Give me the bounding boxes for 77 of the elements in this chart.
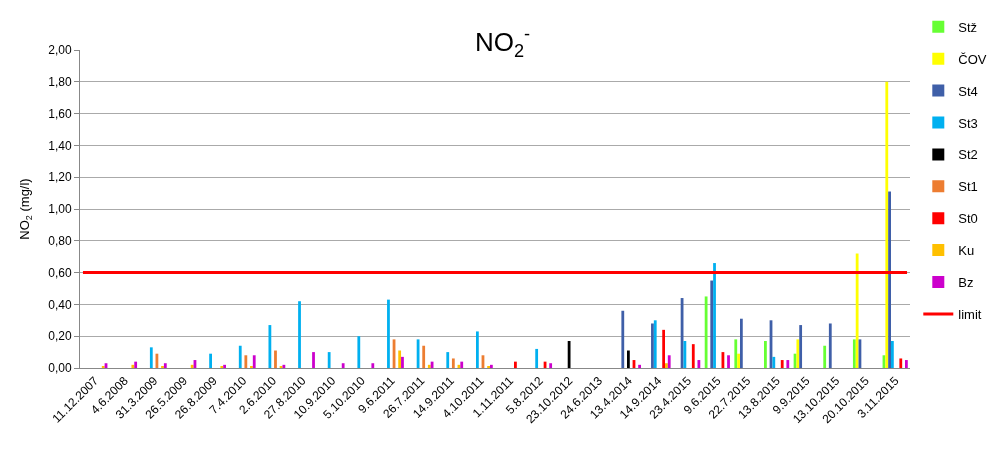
- bar: [665, 363, 668, 368]
- y-tick-label: 0,60: [48, 265, 72, 280]
- bar: [796, 339, 800, 368]
- bar: [727, 355, 730, 368]
- bar: [904, 360, 908, 368]
- bar: [697, 360, 701, 368]
- bar: [734, 339, 738, 368]
- bar: [252, 355, 256, 368]
- bar: [888, 191, 891, 368]
- y-tick-label: 0,00: [48, 361, 72, 376]
- bar: [387, 299, 390, 368]
- bar: [739, 318, 743, 368]
- bar: [899, 358, 903, 368]
- bar: [312, 352, 315, 368]
- y-tick-label: 1,20: [48, 170, 72, 185]
- bar: [667, 355, 671, 368]
- bar: [780, 360, 784, 368]
- bar: [691, 344, 695, 368]
- bar: [535, 348, 539, 368]
- bar: [621, 310, 625, 368]
- bar: [371, 363, 375, 368]
- bar: [764, 340, 767, 368]
- y-tick-label: 1,80: [48, 75, 72, 89]
- y-tick-label: 1,00: [48, 202, 72, 217]
- bar: [567, 340, 571, 368]
- bar: [772, 356, 776, 368]
- bar: [855, 253, 859, 368]
- legend-label: Bz: [958, 275, 974, 291]
- bar: [890, 340, 894, 368]
- bar: [704, 296, 708, 368]
- bar: [149, 347, 153, 368]
- legend-label: limit: [958, 306, 982, 322]
- y-tick-label: 1,40: [48, 138, 72, 153]
- bar: [662, 329, 666, 368]
- bar: [398, 350, 402, 368]
- bar: [799, 325, 803, 368]
- legend-label: ČOV: [958, 51, 987, 67]
- bar: [828, 323, 832, 368]
- legend-label: St0: [958, 211, 978, 227]
- bar: [451, 358, 455, 368]
- bar: [327, 352, 331, 368]
- bar: [341, 363, 345, 368]
- bar: [274, 350, 277, 368]
- bar: [190, 364, 194, 368]
- legend-label: St4: [958, 83, 978, 99]
- legend-label: St2: [958, 147, 978, 163]
- bar: [823, 345, 827, 368]
- bar: [885, 81, 889, 368]
- bar: [514, 361, 517, 368]
- bar: [786, 360, 790, 368]
- y-tick-label: 1,60: [48, 106, 72, 121]
- legend-label: St1: [958, 179, 978, 195]
- bar: [401, 356, 404, 368]
- legend-label: Ku: [958, 243, 975, 259]
- bar: [852, 339, 856, 368]
- bar: [209, 353, 212, 368]
- bar: [713, 263, 716, 368]
- bar: [446, 352, 450, 368]
- bar: [298, 301, 301, 368]
- bar: [710, 280, 714, 368]
- bar: [549, 363, 553, 368]
- legend-label: Stž: [958, 19, 978, 35]
- bar: [238, 345, 242, 368]
- y-tick-label: 0,40: [48, 297, 72, 312]
- bar: [268, 325, 272, 368]
- bar: [475, 331, 479, 368]
- bar: [683, 340, 687, 368]
- bar: [626, 350, 630, 368]
- bar: [244, 355, 248, 368]
- bar: [422, 345, 426, 368]
- bar: [737, 353, 740, 368]
- y-tick-label: 0,80: [48, 234, 72, 248]
- bar: [638, 364, 641, 368]
- y-tick-label: 0,20: [48, 329, 72, 344]
- bar: [357, 336, 361, 368]
- y-tick-label: 2,00: [48, 43, 72, 58]
- legend-label: St3: [958, 115, 978, 131]
